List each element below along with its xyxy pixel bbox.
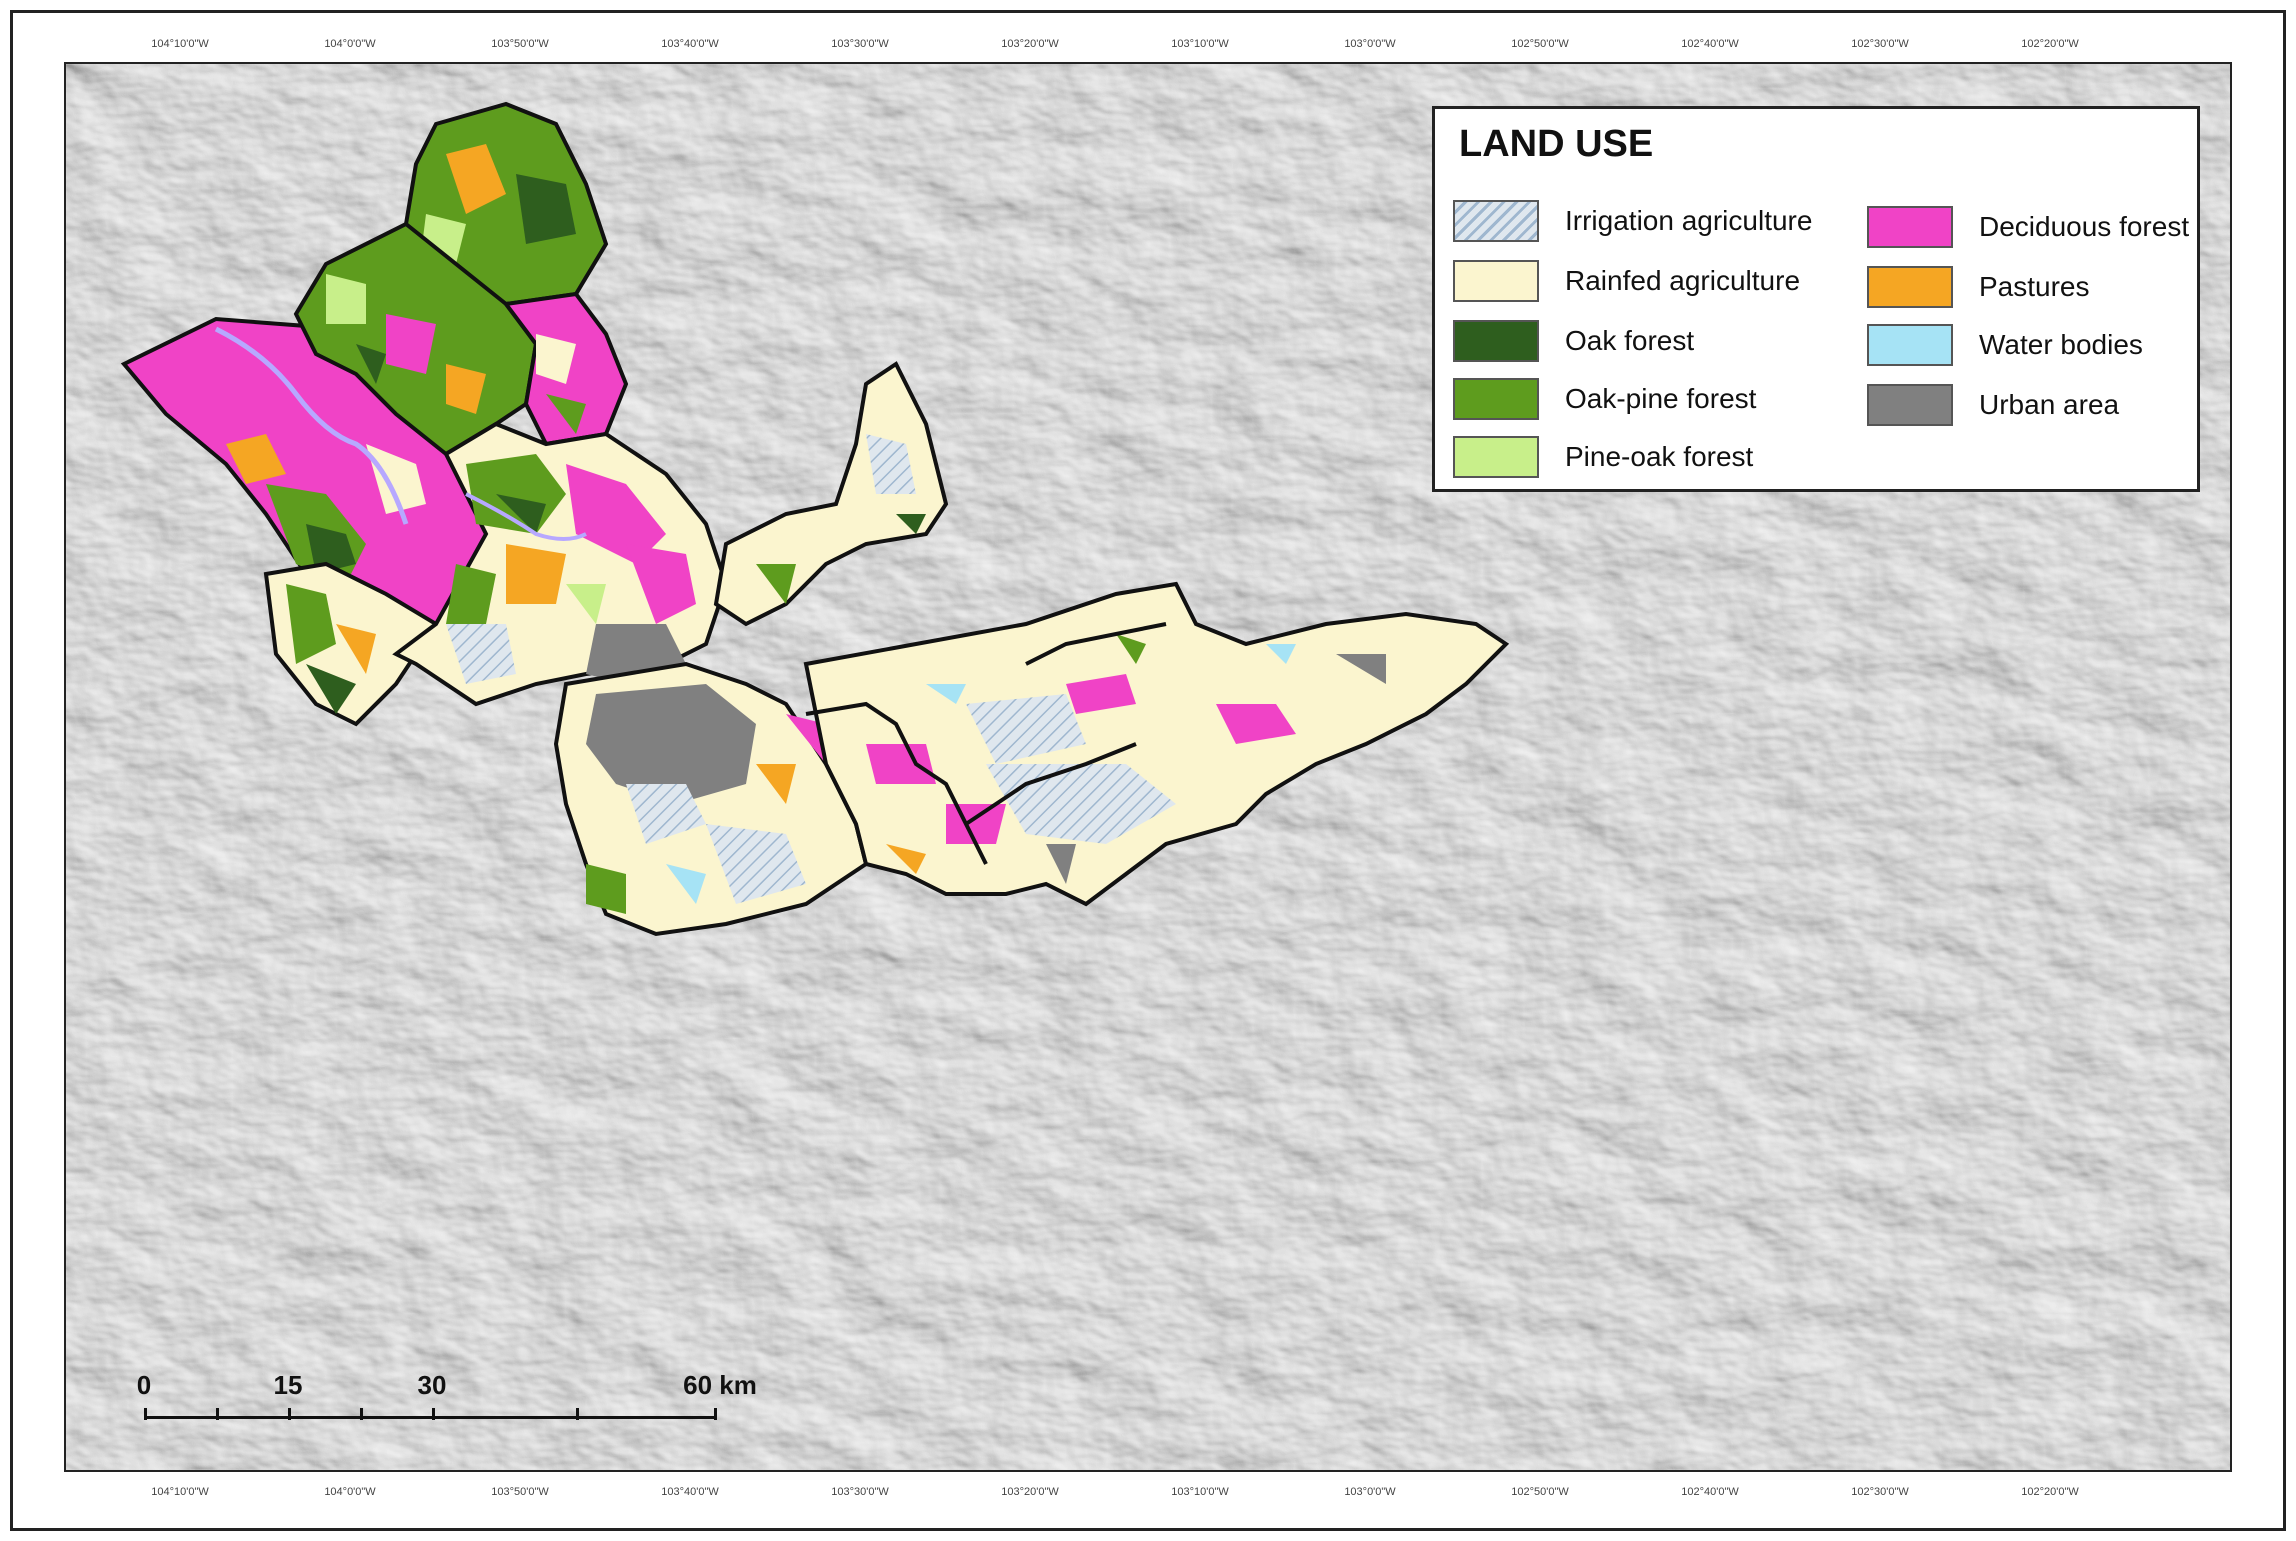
- scale-label-15: 15: [273, 1370, 303, 1400]
- tick-bottom: 102°50'0"W: [1511, 1486, 1569, 1498]
- legend-label: Oak-pine forest: [1565, 383, 1757, 414]
- tick-top: 103°20'0"W: [1001, 38, 1059, 50]
- legend-label: Water bodies: [1979, 329, 2143, 360]
- legend-swatch: [1453, 378, 1539, 420]
- west-basin: [120, 316, 509, 657]
- tick-bottom: 103°0'0"W: [1344, 1486, 1396, 1498]
- scale-label-30: 30: [417, 1370, 447, 1400]
- legend-item-urban: Urban area: [1867, 383, 2119, 427]
- south-basins: [553, 661, 869, 937]
- tick-top: 103°30'0"W: [831, 38, 889, 50]
- tick-top: 104°10'0"W: [151, 38, 209, 50]
- legend-label: Oak forest: [1565, 325, 1695, 356]
- scale-tick: [432, 1408, 435, 1420]
- legend: LAND USE Irrigation agriculture Rainfed …: [1432, 106, 2200, 492]
- tick-bottom: 102°40'0"W: [1681, 1486, 1739, 1498]
- tick-bottom: 104°10'0"W: [151, 1486, 209, 1498]
- tick-bottom: 102°20'0"W: [2021, 1486, 2079, 1498]
- legend-item-rainfed: Rainfed agriculture: [1453, 259, 1800, 303]
- tick-top: 104°0'0"W: [324, 38, 376, 50]
- legend-label: Pine-oak forest: [1565, 441, 1754, 472]
- tick-bottom: 102°30'0"W: [1851, 1486, 1909, 1498]
- legend-item-deciduous: Deciduous forest: [1867, 205, 2189, 249]
- legend-label: Deciduous forest: [1979, 211, 2190, 242]
- legend-swatch: [1867, 206, 1953, 248]
- scale-label-0: 0: [136, 1370, 152, 1400]
- tick-top: 103°10'0"W: [1171, 38, 1229, 50]
- tick-top: 102°30'0"W: [1851, 38, 1909, 50]
- legend-swatch: [1453, 436, 1539, 478]
- scale-tick: [144, 1408, 147, 1420]
- legend-item-pine-oak: Pine-oak forest: [1453, 435, 1753, 479]
- legend-swatch: [1867, 266, 1953, 308]
- scale-tick: [360, 1408, 363, 1420]
- tick-top: 102°50'0"W: [1511, 38, 1569, 50]
- legend-label: Rainfed agriculture: [1565, 265, 1801, 296]
- tick-bottom: 103°40'0"W: [661, 1486, 719, 1498]
- scale-tick: [288, 1408, 291, 1420]
- legend-swatch: [1453, 260, 1539, 302]
- north-basins: [293, 101, 629, 457]
- tick-bottom: 103°30'0"W: [831, 1486, 889, 1498]
- tick-bottom: 103°10'0"W: [1171, 1486, 1229, 1498]
- scale-line: [144, 1416, 716, 1419]
- tick-top: 102°40'0"W: [1681, 38, 1739, 50]
- legend-swatch: [1453, 320, 1539, 362]
- legend-label: Irrigation agriculture: [1565, 205, 1813, 236]
- legend-label: Urban area: [1979, 389, 2120, 420]
- scale-tick: [576, 1408, 579, 1420]
- legend-label: Pastures: [1979, 271, 2090, 302]
- east-basin: [803, 581, 1510, 907]
- scale-bar: 0 15 30 60 km: [136, 1370, 757, 1430]
- tick-top: 103°40'0"W: [661, 38, 719, 50]
- legend-item-water: Water bodies: [1867, 323, 2143, 367]
- legend-item-irrigation: Irrigation agriculture: [1453, 199, 1812, 243]
- scale-label-60: 60 km: [683, 1370, 757, 1400]
- tick-bottom: 103°50'0"W: [491, 1486, 549, 1498]
- legend-swatch: [1867, 384, 1953, 426]
- tick-bottom: 103°20'0"W: [1001, 1486, 1059, 1498]
- legend-swatch: [1453, 200, 1539, 242]
- scale-tick: [216, 1408, 219, 1420]
- tick-top: 103°0'0"W: [1344, 38, 1396, 50]
- legend-title: LAND USE: [1459, 123, 1654, 165]
- tick-top: 103°50'0"W: [491, 38, 549, 50]
- legend-item-oak-pine: Oak-pine forest: [1453, 377, 1756, 421]
- northeast-arm: [713, 361, 949, 627]
- southwest-basin: [263, 561, 439, 727]
- legend-item-oak: Oak forest: [1453, 319, 1694, 363]
- tick-top: 102°20'0"W: [2021, 38, 2079, 50]
- scale-tick: [714, 1408, 717, 1420]
- tick-bottom: 104°0'0"W: [324, 1486, 376, 1498]
- legend-item-pastures: Pastures: [1867, 265, 2090, 309]
- legend-swatch: [1867, 324, 1953, 366]
